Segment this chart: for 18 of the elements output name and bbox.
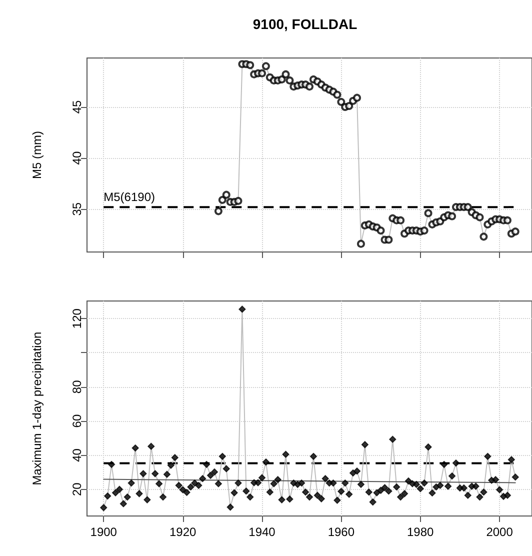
x-tick-label: 2000	[486, 525, 514, 539]
x-tick-label: 1900	[90, 525, 118, 539]
chart-title: 9100, FOLLDAL	[252, 16, 358, 32]
ref-line-label: M5(6190)	[104, 190, 155, 204]
y-axis-title: M5 (mm)	[30, 131, 44, 179]
y-axis-title: Maximum 1-day precipitation	[30, 332, 44, 486]
x-tick-label: 1940	[248, 525, 276, 539]
x-tick-label: 1980	[407, 525, 434, 539]
y-tick-label: 40	[70, 448, 84, 462]
x-tick-label: 1920	[169, 525, 196, 539]
y-tick-label: 120	[70, 308, 84, 329]
y-tick-label: 45	[70, 100, 84, 114]
y-tick-label: 40	[70, 151, 84, 165]
y-tick-label: 80	[70, 380, 84, 394]
y-tick-label: 35	[70, 202, 84, 216]
x-tick-label: 1960	[328, 525, 355, 539]
y-tick-label: 20	[70, 482, 84, 496]
y-tick-label: 60	[70, 414, 84, 428]
